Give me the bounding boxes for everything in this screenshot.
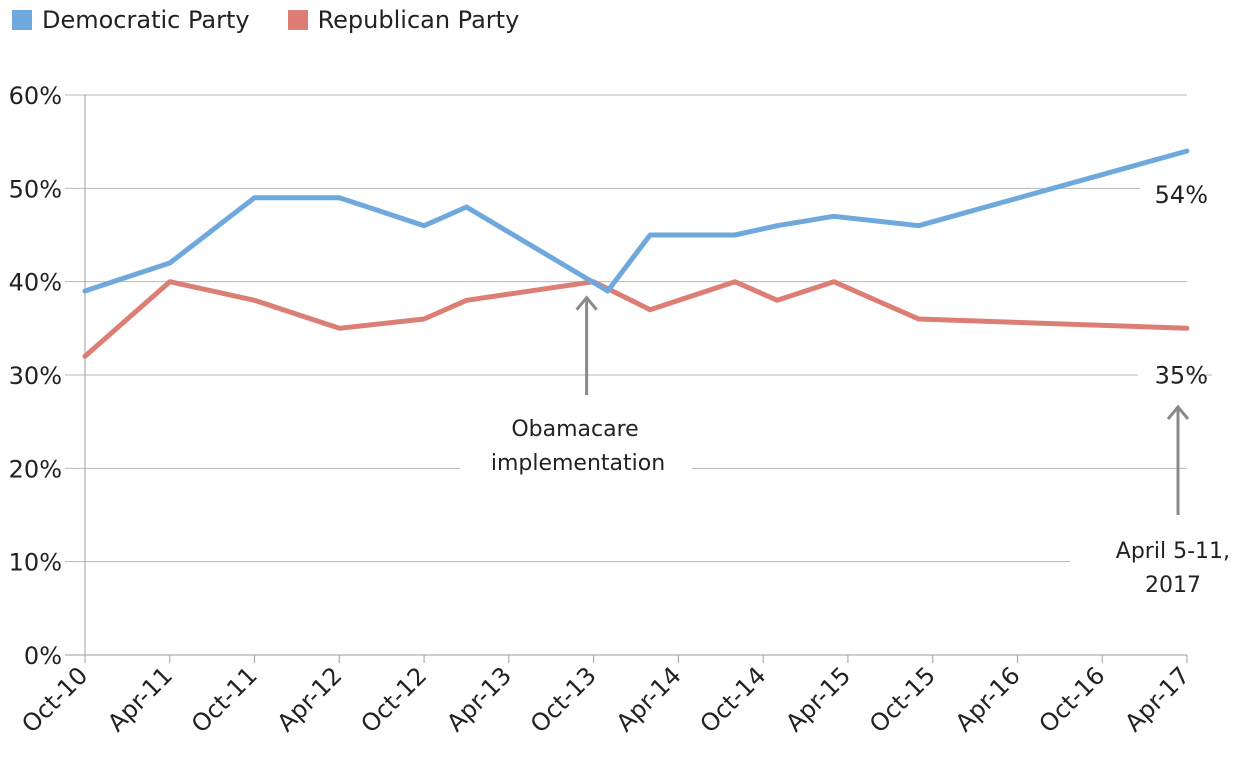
x-tick-label: Apr-12	[272, 661, 348, 737]
chart-legend: Democratic Party Republican Party	[12, 6, 557, 34]
end-label-republican: 35%	[1155, 361, 1208, 389]
end-label-democratic: 54%	[1155, 181, 1208, 209]
x-tick-label: Oct-16	[1034, 661, 1111, 738]
y-tick-label: 60%	[9, 82, 62, 110]
legend-item-republican: Republican Party	[287, 6, 520, 34]
x-tick-label: Apr-16	[950, 661, 1026, 737]
x-tick-label: Apr-11	[102, 661, 178, 737]
x-tick-label: Apr-14	[611, 661, 687, 737]
y-tick-label: 50%	[9, 175, 62, 203]
x-tick-label: Apr-17	[1119, 661, 1195, 737]
x-tick-label: Oct-10	[16, 661, 93, 738]
legend-swatch-democratic	[12, 10, 32, 30]
y-tick-label: 20%	[9, 455, 62, 483]
series-line-democratic	[82, 148, 1190, 294]
annotation-obamacare-line1: Obamacare	[511, 417, 638, 442]
annotation-obamacare-line2: implementation	[491, 451, 665, 476]
x-tick-label: Oct-13	[525, 661, 602, 738]
annotation-april-line1: April 5-11,	[1116, 539, 1230, 564]
annotation-april-line2: 2017	[1145, 573, 1201, 598]
x-tick-label: Oct-11	[186, 661, 263, 738]
obamacare-arrow-head	[575, 295, 598, 311]
y-tick-label: 10%	[9, 549, 62, 577]
y-tick-label: 0%	[24, 642, 62, 670]
legend-item-democratic: Democratic Party	[12, 6, 250, 34]
y-tick-label: 30%	[9, 362, 62, 390]
y-tick-label: 40%	[9, 269, 62, 297]
x-tick-label: Apr-13	[441, 661, 517, 737]
x-tick-label: Oct-12	[355, 661, 432, 738]
x-tick-label: Apr-15	[780, 661, 856, 737]
legend-label-republican: Republican Party	[317, 6, 520, 34]
x-tick-label: Oct-15	[864, 661, 941, 738]
series-line-republican	[82, 279, 1190, 359]
legend-swatch-republican	[287, 10, 308, 30]
x-tick-label: Oct-14	[695, 661, 772, 738]
april-arrow-head	[1166, 404, 1190, 420]
legend-label-democratic: Democratic Party	[42, 6, 250, 34]
